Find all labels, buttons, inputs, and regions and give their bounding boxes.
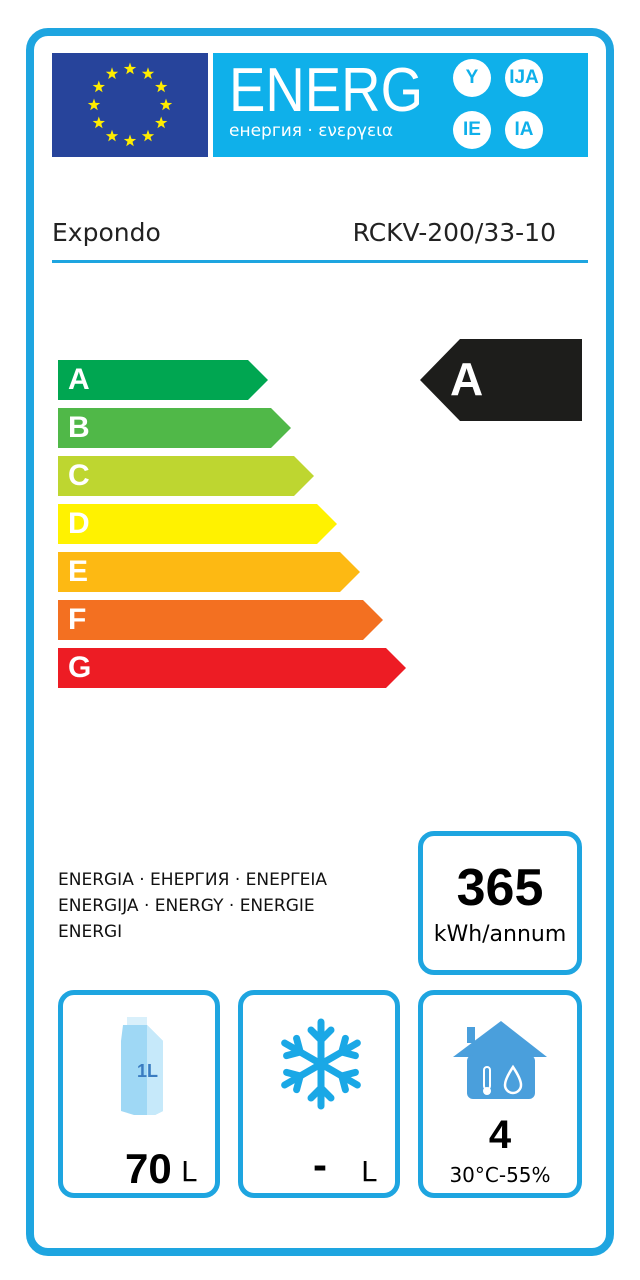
house-climate-icon [453,1021,547,1099]
energy-class-bar-f: F [58,600,383,640]
star-icon [92,80,105,93]
star-icon [92,116,105,129]
rating-letter: A [450,353,484,405]
energy-class-letter: C [68,459,90,492]
star-icon [105,129,119,142]
rating-arrow [420,339,582,421]
label-frame [26,28,614,1256]
star-icon [155,116,168,129]
frozen-volume-box: - L [238,990,400,1198]
suffix-ija: IJA [505,59,543,97]
energy-class-bar-b: B [58,408,291,448]
model-id: RCKV-200/33-10 [352,218,556,247]
fresh-volume-unit: L [181,1155,197,1188]
energy-class-letter: E [68,555,89,588]
climate-range: 30°C-55% [449,1163,551,1187]
energy-class-letter: B [68,411,90,444]
logo-text: ENERG [229,56,424,125]
consumption-box: 365 kWh/annum [418,831,582,975]
energy-logo: ENERG енергия · ενεργεια Y IJA IE IA [213,53,588,157]
energy-class-letter: G [68,651,92,684]
energy-class-bar-a: A [58,360,268,400]
suffix-ia: IA [505,111,543,149]
energy-word-line: ENERGIJA · ENERGY · ENERGIE [58,896,315,916]
star-icon [123,134,137,147]
suffix-y: Y [453,59,491,97]
star-icon [141,129,155,142]
star-icon [123,62,137,75]
frozen-volume-unit: L [361,1155,377,1188]
energy-class-letter: F [68,603,87,636]
consumption-unit: kWh/annum [433,922,567,947]
star-icon [159,98,173,111]
energy-word-line: ENERGIA · ЕНЕРГИЯ · ΕΝΕΡΓΕΙΑ [58,870,327,890]
climate-box: 4 30°C-55% [418,990,582,1198]
star-icon [141,67,155,80]
energy-class-bar-c: C [58,456,314,496]
suffix-ie: IE [453,111,491,149]
energy-class-bar-e: E [58,552,360,592]
star-icon [155,80,168,93]
fresh-volume-box: 1L 70 L [58,990,220,1198]
milk-carton-icon: 1L [121,1017,163,1115]
climate-class: 4 [488,1113,512,1157]
energy-class-letter: A [68,363,90,396]
energy-class-letter: D [68,507,90,540]
energy-class-bar-d: D [58,504,337,544]
logo-subtitle: енергия · ενεργεια [229,121,394,141]
consumption-value: 365 [456,859,544,917]
eu-flag [52,53,208,157]
frozen-volume-value: - [313,1141,327,1188]
star-icon [105,67,119,80]
star-icon [87,98,101,111]
divider [52,260,588,263]
svg-text:1L: 1L [137,1061,158,1081]
energy-class-bar-g: G [58,648,406,688]
snowflake-icon [281,1018,361,1110]
energy-word-line: ENERGI [58,922,123,942]
fresh-volume-value: 70 [125,1145,172,1192]
supplier-name: Expondo [52,218,161,247]
